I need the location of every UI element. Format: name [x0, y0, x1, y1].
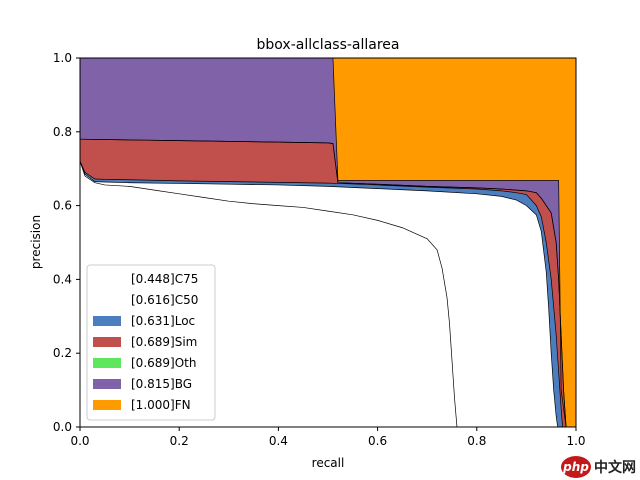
legend-label-bg: [0.815]BG — [131, 377, 192, 391]
x-tick-label: 0.0 — [70, 434, 89, 448]
legend-label-sim: [0.689]Sim — [131, 335, 197, 349]
x-tick-label: 0.6 — [368, 434, 387, 448]
watermark-badge: php — [561, 456, 591, 478]
y-tick-label: 1.0 — [53, 51, 72, 65]
legend-swatch-c75 — [93, 274, 121, 284]
watermark: php 中文网 — [561, 456, 636, 478]
y-axis-label: precision — [29, 215, 43, 269]
curve-sim — [79, 138, 567, 428]
curve-loc — [79, 161, 563, 428]
legend: [0.448]C75 [0.616]C50 [0.631]Loc [0.689]Sim… — [86, 264, 216, 421]
legend-swatch-fn — [93, 400, 121, 410]
legend-label-c50: [0.616]C50 — [131, 293, 198, 307]
watermark-text: 中文网 — [594, 460, 636, 476]
y-tick-label: 0.8 — [53, 125, 72, 139]
legend-swatch-oth — [93, 358, 121, 368]
x-tick-label: 0.4 — [269, 434, 288, 448]
legend-label-c75: [0.448]C75 — [131, 272, 198, 286]
y-tick-label: 0.4 — [53, 272, 72, 286]
legend-label-loc: [0.631]Loc — [131, 314, 195, 328]
legend-swatch-sim — [93, 337, 121, 347]
x-axis-label: recall — [312, 456, 345, 470]
x-tick-label: 1.0 — [566, 434, 585, 448]
curve-c50 — [79, 161, 558, 428]
legend-swatch-loc — [93, 316, 121, 326]
legend-label-fn: [1.000]FN — [131, 398, 191, 412]
legend-swatch-c50 — [93, 295, 121, 305]
y-tick-label: 0.2 — [53, 346, 72, 360]
y-tick-label: 0.6 — [53, 199, 72, 213]
legend-label-oth: [0.689]Oth — [131, 356, 196, 370]
chart-title: bbox-allclass-allarea — [257, 37, 400, 53]
y-tick-label: 0.0 — [53, 420, 72, 434]
x-tick-label: 0.2 — [170, 434, 189, 448]
curve-c75 — [79, 161, 458, 428]
plot-frame — [79, 57, 577, 428]
x-tick-label: 0.8 — [467, 434, 486, 448]
legend-swatch-bg — [93, 379, 121, 389]
